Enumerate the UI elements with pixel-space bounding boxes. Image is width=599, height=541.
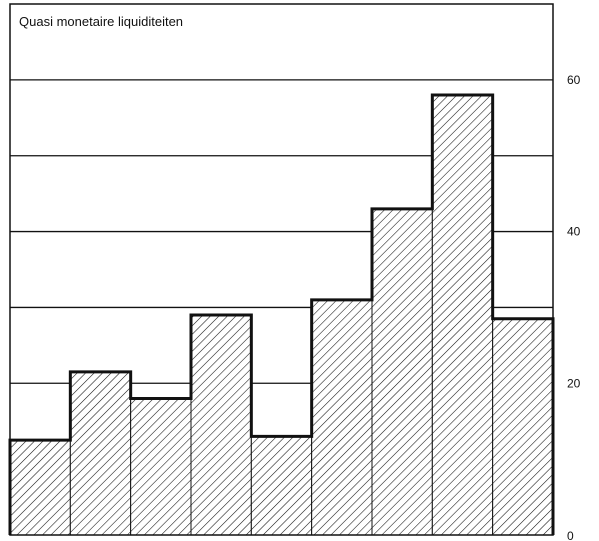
y-axis-ticks: 0 20 40 60 (567, 73, 581, 541)
bar (9, 439, 71, 536)
bar-outline (8, 93, 555, 535)
bar-fill (130, 397, 192, 536)
bar (250, 435, 313, 536)
chart-title: Quasi monetaire liquiditeiten (19, 14, 183, 29)
bar-fill (250, 435, 313, 536)
y-tick-label: 20 (567, 376, 581, 390)
bar-fill (492, 318, 554, 536)
bar-fill (190, 314, 252, 536)
bar-fill (9, 439, 71, 536)
bar-step-outline (8, 93, 555, 535)
bar (190, 314, 252, 536)
bar-fill (371, 208, 433, 536)
bar (492, 318, 554, 536)
bar (431, 94, 494, 536)
bars (9, 94, 554, 536)
bar-fill (311, 299, 373, 536)
y-tick-label: 40 (567, 225, 581, 239)
bar (371, 208, 433, 536)
bar-fill (431, 94, 494, 536)
bar (69, 371, 132, 536)
bar (311, 299, 373, 536)
bar-fill (69, 371, 132, 536)
bar (130, 397, 192, 536)
y-tick-label: 0 (567, 529, 574, 541)
plot-frame (9, 3, 554, 536)
y-tick-label: 60 (567, 73, 581, 87)
plot-area-border (9, 3, 554, 536)
